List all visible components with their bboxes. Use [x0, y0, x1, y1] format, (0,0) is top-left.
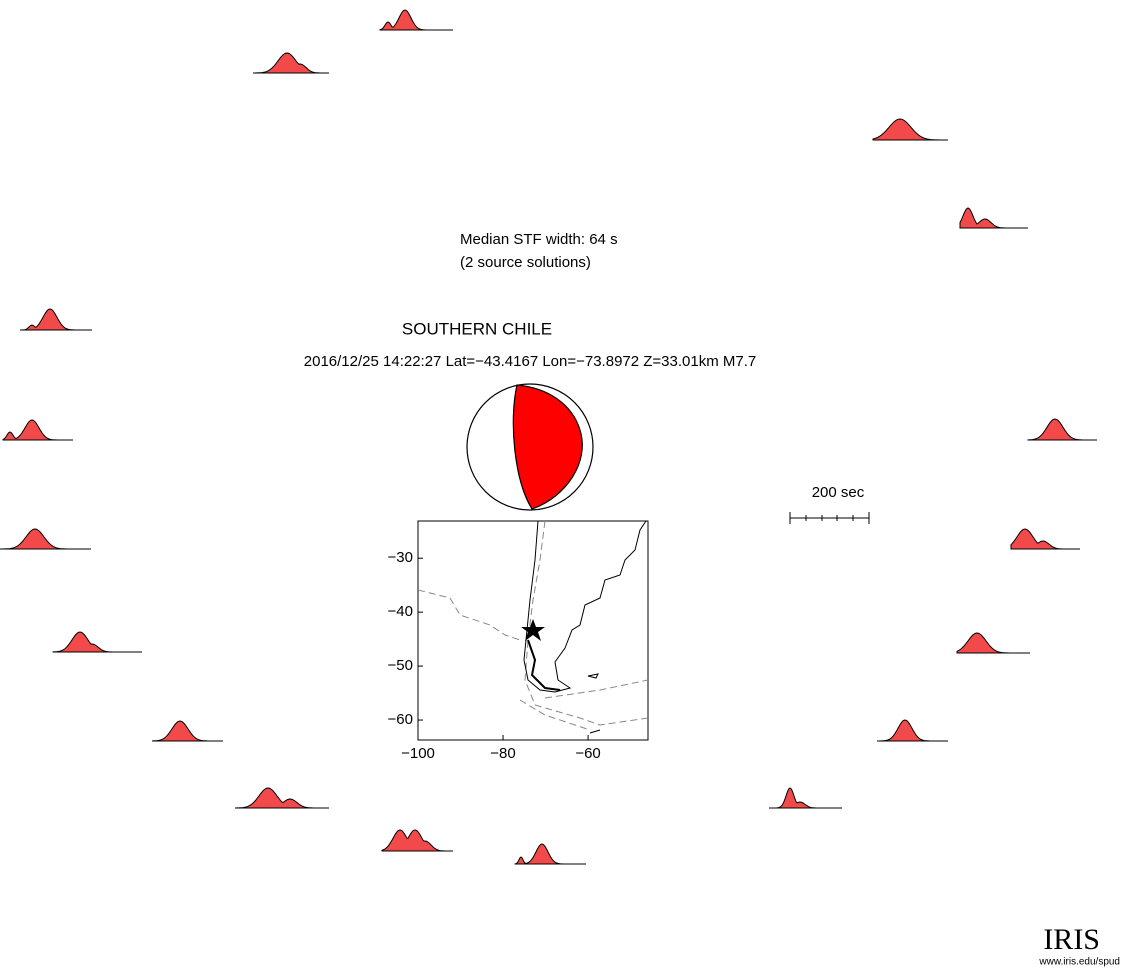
- stf-waveform: [253, 52, 329, 74]
- stf-waveform: [769, 787, 842, 809]
- stf-waveforms: [0, 9, 1097, 865]
- beachball-compression: [512, 384, 583, 510]
- stf-waveform: [0, 528, 91, 550]
- scale-bar: [789, 512, 870, 524]
- x-tick-label: −60: [575, 745, 600, 762]
- epicenter-star: [521, 619, 545, 641]
- logo-name: IRIS: [1043, 923, 1100, 956]
- title: SOUTHERN CHILE: [402, 319, 552, 338]
- stf-waveform: [1010, 528, 1080, 550]
- scale-label: 200 sec: [812, 484, 865, 501]
- y-tick-label: −40: [388, 603, 413, 620]
- event-info: 2016/12/25 14:22:27 Lat=−43.4167 Lon=−73…: [304, 353, 756, 370]
- stf-waveform: [1027, 418, 1097, 441]
- plate-boundaries: [417, 520, 649, 731]
- y-tick-label: −50: [388, 657, 413, 674]
- coastline-islands: [587, 673, 601, 734]
- stf-waveform: [151, 720, 223, 742]
- beachball: [466, 383, 594, 511]
- stf-waveform: [2, 419, 73, 441]
- stf-waveform: [20, 308, 92, 331]
- stf-waveform: [514, 843, 586, 865]
- stf-waveform: [381, 829, 453, 852]
- stf-waveform: [959, 207, 1028, 229]
- y-tick-label: −60: [388, 711, 413, 728]
- stf-waveform: [235, 787, 329, 809]
- stf-waveform: [52, 631, 142, 653]
- coastline-islands: [527, 639, 561, 691]
- summary-line: (2 source solutions): [460, 254, 591, 271]
- stf-waveform: [379, 9, 453, 31]
- stf-waveform: [956, 632, 1030, 654]
- location-map: −100 −80 −60 −30 −40 −50 −60: [388, 520, 649, 762]
- x-tick-label: −80: [490, 745, 515, 762]
- stf-waveform: [872, 118, 948, 141]
- x-tick-label: −100: [401, 745, 435, 762]
- logo-url: www.iris.edu/spud: [1038, 957, 1120, 968]
- summary-line: Median STF width: 64 s: [460, 231, 618, 248]
- y-tick-label: −30: [388, 549, 413, 566]
- stf-waveform: [877, 719, 948, 742]
- coastline: [523, 520, 647, 693]
